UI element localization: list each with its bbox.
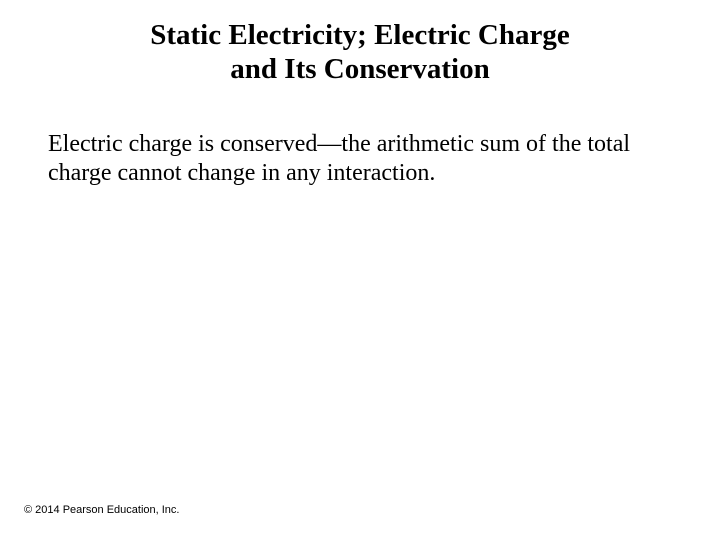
slide-container: Static Electricity; Electric Charge and … [0,0,720,540]
slide-body-text: Electric charge is conserved—the arithme… [48,130,672,189]
title-line-2: and Its Conservation [230,53,489,85]
title-line-1: Static Electricity; Electric Charge [150,19,570,51]
copyright-text: © 2014 Pearson Education, Inc. [24,504,179,516]
slide-title: Static Electricity; Electric Charge and … [0,18,720,86]
